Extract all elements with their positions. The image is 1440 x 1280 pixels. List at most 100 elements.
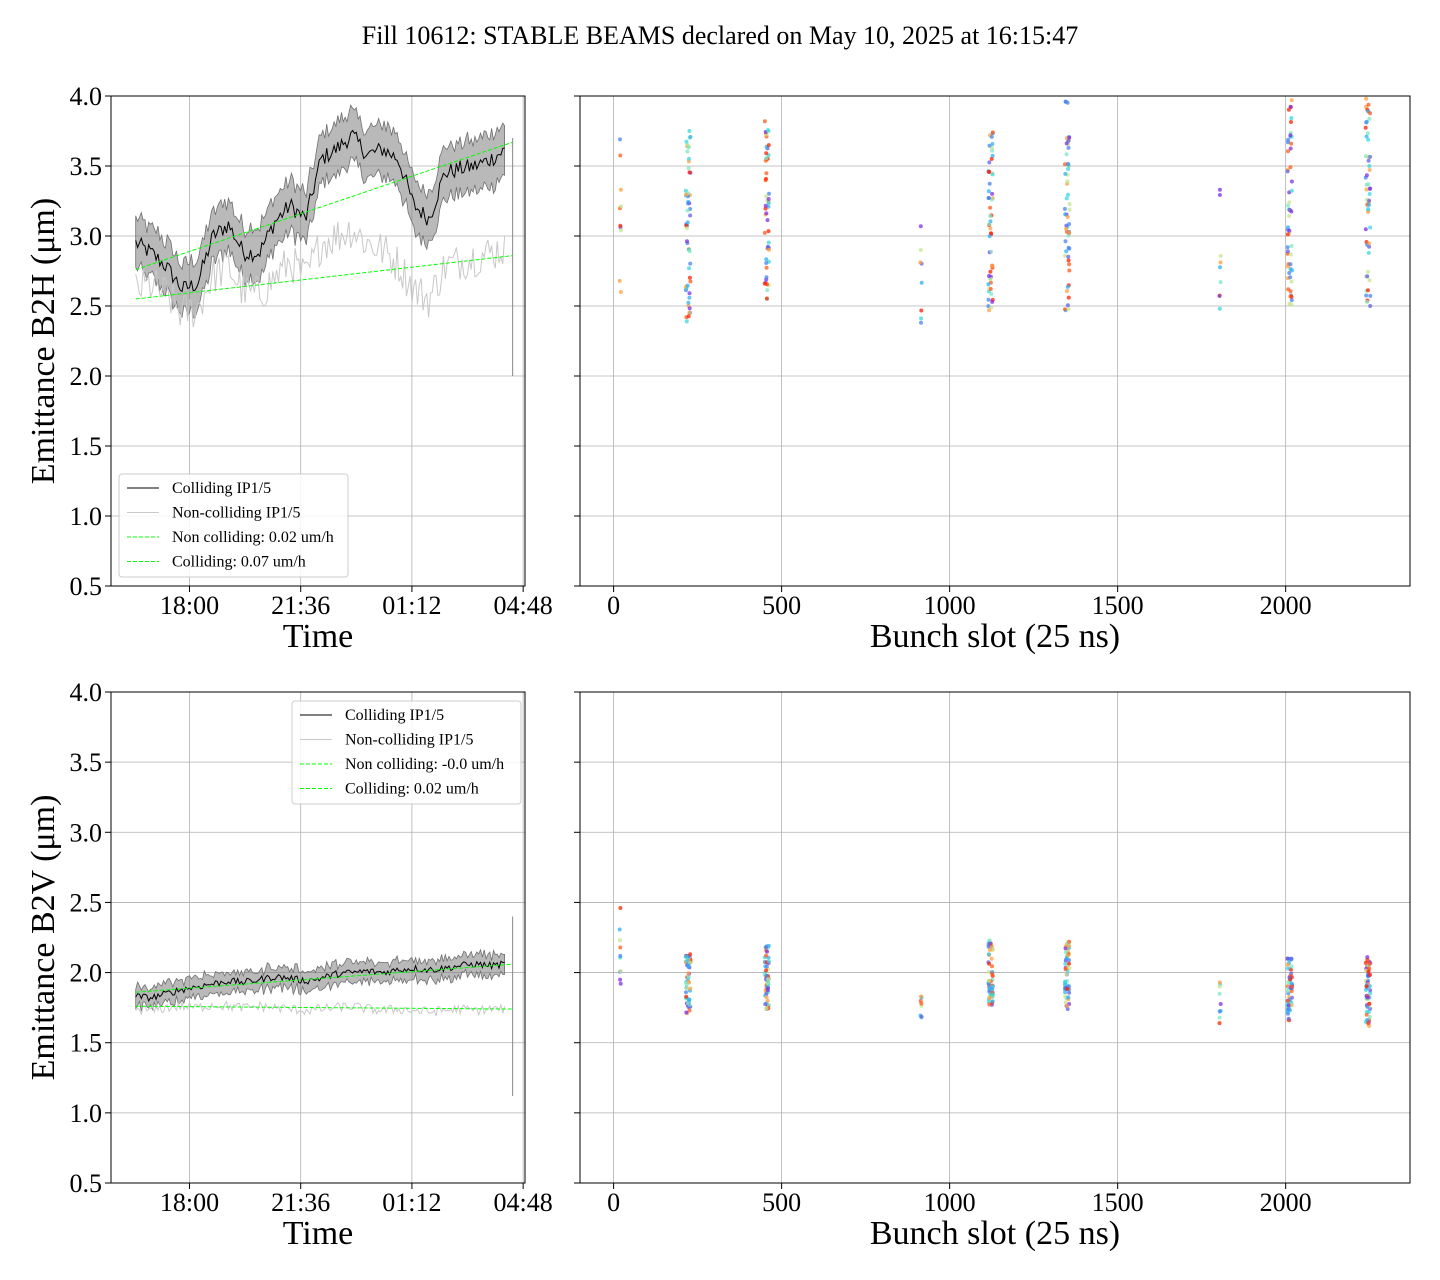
bunch-point (1063, 253, 1067, 258)
bunch-point (1285, 169, 1290, 174)
series-non-colliding (135, 221, 506, 328)
bunch-point (1218, 253, 1223, 258)
colliding-spread-band (135, 104, 505, 319)
x-tick-label: 1500 (1092, 1188, 1144, 1217)
bunch-point (767, 247, 771, 252)
y-tick-label: 0.5 (70, 1169, 103, 1198)
bunch-point (1289, 294, 1294, 299)
fit-line-non-colliding (135, 1005, 513, 1010)
bunch-point (764, 1006, 769, 1011)
bunch-point (919, 316, 924, 321)
bunch-point (1065, 987, 1070, 991)
bunch-point (685, 239, 689, 244)
bunch-point (1367, 966, 1372, 971)
bunch-point (1064, 141, 1069, 146)
bunch-point (1368, 972, 1373, 977)
bunch-point (618, 228, 623, 233)
bunch-point (1364, 119, 1369, 124)
y-tick-label: 3.5 (70, 748, 103, 777)
bunch-point (1063, 994, 1068, 999)
x-tick-label: 21:36 (271, 591, 330, 620)
x-tick-label: 01:12 (382, 591, 441, 620)
bunch-point (766, 977, 771, 981)
bunch-point (762, 119, 767, 124)
bunch-point (1365, 131, 1370, 136)
bunch-point (1063, 990, 1068, 995)
bunch-point (1065, 215, 1070, 219)
bunch-point (986, 282, 991, 287)
bunch-point (1366, 207, 1371, 211)
bunch-point (766, 240, 771, 245)
scatter-points (617, 906, 1373, 1028)
bunch-point (765, 288, 770, 293)
bunch-point (1063, 946, 1068, 951)
bunch-point (1218, 1002, 1223, 1006)
bunch-point (683, 954, 688, 959)
bunch-point (1288, 262, 1293, 267)
bunch-point (1288, 146, 1293, 151)
bunch-point (919, 280, 924, 285)
bunch-point (918, 260, 923, 265)
bunch-point (1368, 988, 1373, 993)
legend-label: Non colliding: -0.0 um/h (345, 756, 504, 773)
bunch-point (1063, 99, 1068, 104)
figure-title: Fill 10612: STABLE BEAMS declared on May… (362, 21, 1079, 50)
bunch-point (1064, 249, 1069, 254)
bunch-point (1288, 289, 1293, 294)
bunch-point (767, 191, 771, 196)
bunch-point (1367, 202, 1371, 207)
bunch-point (988, 205, 993, 210)
bunch-point (1065, 303, 1070, 308)
y-tick-label: 1.5 (70, 1029, 103, 1058)
bunch-point (1366, 158, 1371, 163)
legend-label: Colliding IP1/5 (345, 707, 444, 724)
y-tick-label: 1.0 (70, 502, 103, 531)
y-tick-label: 0.5 (70, 572, 103, 601)
bunch-point (1066, 254, 1071, 259)
bunch-point (1066, 306, 1071, 311)
bunch-point (1289, 116, 1294, 121)
bunch-point (618, 953, 623, 958)
bunch-point (684, 982, 689, 987)
bunch-point (762, 281, 767, 286)
bunch-point (990, 964, 994, 969)
bunch-point (684, 1010, 689, 1015)
x-tick-label: 01:12 (382, 1188, 441, 1217)
bunch-point (987, 978, 991, 983)
bunch-point (1286, 225, 1290, 230)
bunch-point (987, 308, 992, 313)
bunch-point (1365, 299, 1369, 304)
bunch-point (1364, 96, 1369, 101)
x-tick-label: 1000 (924, 1188, 976, 1217)
bunch-point (1366, 210, 1371, 214)
bunch-point (987, 938, 992, 943)
bunch-point (1065, 1007, 1070, 1011)
bunch-point (1368, 293, 1373, 298)
bunch-point (1289, 141, 1294, 146)
bunch-point (1285, 1010, 1290, 1015)
bunch-point (988, 287, 993, 291)
legend-box (291, 700, 522, 805)
bunch-point (764, 973, 769, 978)
chart-b2v-time: 0.5 1.0 1.5 2.0 2.5 3.0 3.5 4.0 18:00 21:36 01:12 0… (25, 678, 553, 1252)
bunch-point (990, 130, 995, 135)
bunch-point (686, 201, 691, 206)
bunch-point (1217, 293, 1222, 298)
bunch-point (1065, 1003, 1070, 1008)
bunch-point (1066, 167, 1070, 171)
bunch-point (990, 299, 995, 304)
bunch-point (1367, 192, 1372, 196)
bunch-point (617, 938, 622, 943)
bunch-point (988, 277, 993, 281)
bunch-point (1289, 989, 1294, 994)
bunch-point (1367, 1001, 1372, 1006)
legend: Colliding IP1/5 Non-colliding IP1/5 Non co… (291, 700, 522, 805)
bunch-point (1064, 223, 1069, 228)
bunch-point (1289, 98, 1294, 103)
y-tick-label: 3.5 (70, 152, 103, 181)
bunch-point (1285, 232, 1290, 237)
bunch-point (618, 223, 623, 228)
bunch-point (1289, 120, 1293, 124)
bunch-point (1367, 198, 1372, 203)
bunch-point (617, 927, 622, 932)
